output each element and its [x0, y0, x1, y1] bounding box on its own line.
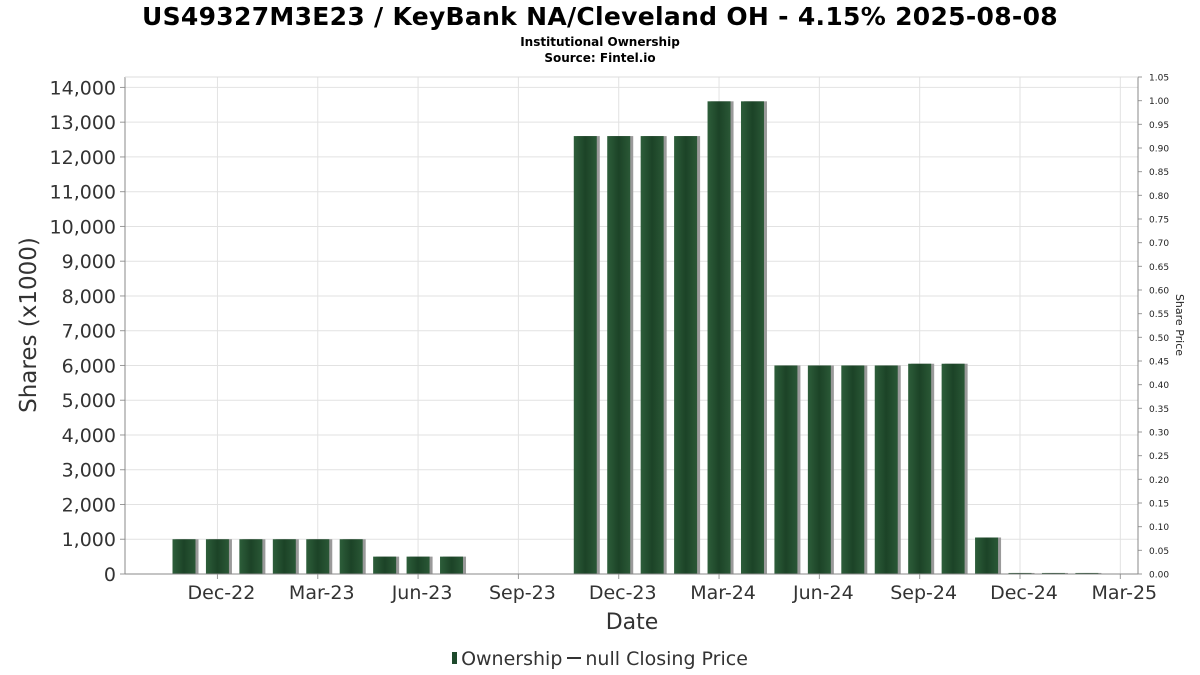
y2-tick-label: 0.65 [1149, 263, 1169, 273]
y2-tick-label: 0.95 [1149, 121, 1169, 131]
bar [908, 363, 932, 574]
bar [707, 101, 731, 574]
bar [975, 537, 999, 574]
y-tick-label: 8,000 [62, 286, 116, 308]
y2-tick-label: 0.00 [1149, 571, 1169, 581]
legend-ownership-swatch [452, 652, 458, 664]
y-tick-label: 13,000 [50, 112, 116, 134]
x-tick-label: Sep-24 [890, 582, 957, 604]
y2-tick-label: 0.05 [1149, 547, 1169, 557]
y2-tick-label: 0.55 [1149, 310, 1169, 320]
legend-price-line [567, 657, 582, 659]
y-tick-label: 7,000 [62, 321, 116, 343]
bar [440, 556, 464, 574]
y2-tick-label: 0.75 [1149, 216, 1169, 226]
x-tick-label: Sep-23 [489, 582, 556, 604]
bar [239, 539, 263, 574]
y-tick-label: 0 [104, 564, 116, 586]
x-axis-title: Date [606, 610, 659, 635]
bar [1041, 572, 1065, 574]
bar [841, 365, 865, 574]
y-tick-label: 5,000 [62, 390, 116, 412]
bar [339, 539, 363, 574]
y2-tick-label: 0.90 [1149, 145, 1169, 155]
y-axis-title: Shares (x1000) [16, 237, 42, 413]
y-tick-label: 6,000 [62, 355, 116, 377]
y2-tick-label: 1.00 [1149, 97, 1169, 107]
bar [573, 136, 597, 574]
bar [674, 136, 698, 574]
bar [640, 136, 664, 574]
y2-axis-title: Share Price [1173, 294, 1186, 356]
y-tick-label: 1,000 [62, 529, 116, 551]
bar [807, 365, 831, 574]
y2-tick-label: 0.35 [1149, 405, 1169, 415]
bar [272, 539, 296, 574]
x-tick-label: Jun-24 [792, 582, 854, 604]
bar [607, 136, 631, 574]
y2-tick-label: 0.60 [1149, 287, 1169, 297]
bar [1008, 572, 1032, 574]
x-tick-label: Dec-22 [188, 582, 256, 604]
chart-subtitle: Institutional Ownership [520, 35, 680, 49]
y-tick-label: 10,000 [50, 216, 116, 238]
y2-tick-label: 0.20 [1149, 476, 1169, 486]
bar [774, 365, 798, 574]
y2-tick-label: 0.40 [1149, 381, 1169, 391]
y-tick-label: 14,000 [50, 77, 116, 99]
y2-tick-label: 0.50 [1149, 334, 1169, 344]
chart-title: US49327M3E23 / KeyBank NA/Cleveland OH -… [142, 2, 1058, 31]
bar [874, 365, 898, 574]
legend-ownership-label: Ownership [461, 648, 563, 670]
y2-tick-label: 0.10 [1149, 523, 1169, 533]
legend-price-label: null Closing Price [585, 648, 748, 670]
bar [205, 539, 229, 574]
x-tick-label: Mar-25 [1091, 582, 1157, 604]
y-tick-label: 4,000 [62, 425, 116, 447]
y2-tick-label: 1.05 [1149, 74, 1169, 84]
y2-tick-label: 0.85 [1149, 168, 1169, 178]
y2-tick-label: 0.45 [1149, 358, 1169, 368]
bar [373, 556, 397, 574]
bar [941, 363, 965, 574]
x-tick-label: Mar-23 [289, 582, 355, 604]
x-tick-label: Dec-23 [589, 582, 657, 604]
bar [306, 539, 330, 574]
y2-tick-label: 0.80 [1149, 192, 1169, 202]
bar [1075, 572, 1099, 574]
y2-tick-label: 0.30 [1149, 429, 1169, 439]
x-tick-label: Mar-24 [690, 582, 756, 604]
legend: Ownership null Closing Price [0, 648, 1200, 670]
y-tick-label: 12,000 [50, 147, 116, 169]
y-tick-label: 9,000 [62, 251, 116, 273]
y2-tick-label: 0.15 [1149, 500, 1169, 510]
y2-tick-label: 0.25 [1149, 452, 1169, 462]
chart-source: Source: Fintel.io [544, 51, 656, 65]
x-tick-label: Dec-24 [990, 582, 1058, 604]
y2-tick-label: 0.70 [1149, 239, 1169, 249]
bar [740, 101, 764, 574]
y-tick-label: 11,000 [50, 182, 116, 204]
bar [172, 539, 196, 574]
y-tick-label: 3,000 [62, 460, 116, 482]
y-tick-label: 2,000 [62, 494, 116, 516]
x-tick-label: Jun-23 [391, 582, 453, 604]
bar [406, 556, 430, 574]
